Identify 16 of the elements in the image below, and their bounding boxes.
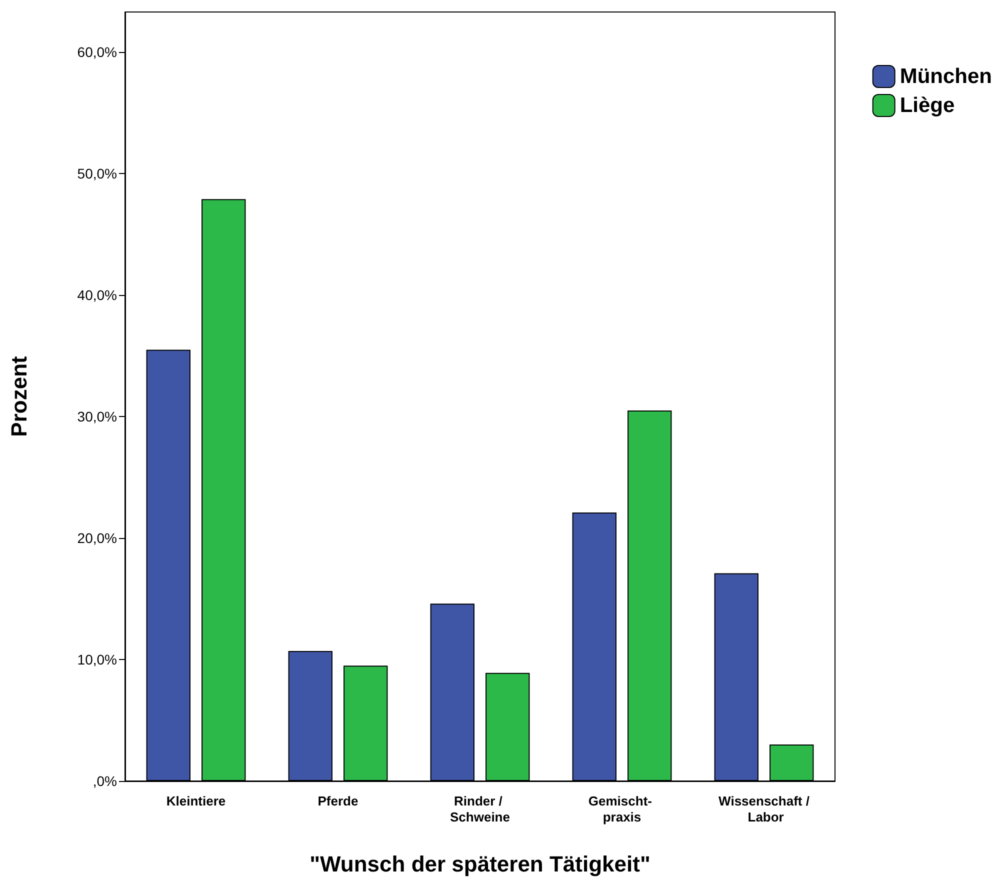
legend-label: München (900, 65, 992, 88)
x-tick-label: Pferde (318, 794, 358, 808)
x-tick-label: Wissenschaft / Labor (718, 794, 810, 824)
y-tick-label: 50,0% (77, 166, 117, 182)
y-tick-label: ,0% (92, 773, 117, 789)
x-tick-label: Gemischt- praxis (588, 794, 656, 824)
y-axis-title: Prozent (6, 355, 32, 437)
y-tick-label: 60,0% (77, 44, 117, 60)
x-tick-label: Kleintiere (166, 794, 226, 808)
y-tick-label: 20,0% (77, 530, 117, 546)
x-tick-label: Rinder / Schweine (450, 794, 510, 824)
x-axis-title: "Wunsch der späteren Tätigkeit" (310, 852, 650, 876)
y-tick-label: 40,0% (77, 287, 117, 304)
y-tick-label: 10,0% (77, 652, 117, 668)
legend-label: Liège (900, 94, 955, 117)
y-tick-label: 30,0% (77, 408, 117, 425)
